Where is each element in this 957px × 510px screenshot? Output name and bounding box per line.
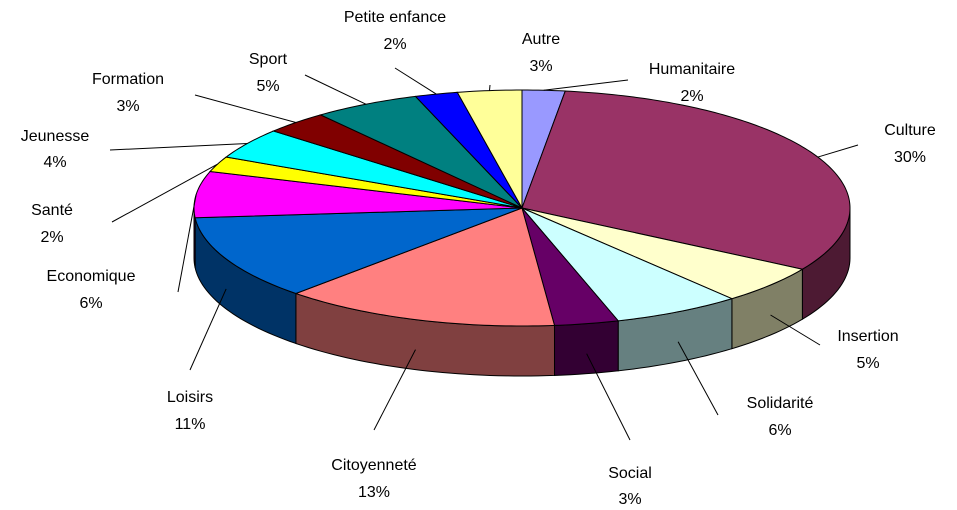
slice-label: Petite enfance — [344, 9, 446, 26]
slice-label: Culture — [884, 122, 936, 139]
leader-line — [394, 67, 437, 95]
leader-line — [586, 353, 631, 441]
slice-side — [553, 320, 619, 376]
slice-label: Humanitaire — [649, 61, 735, 78]
slice-value: 13% — [358, 484, 390, 501]
slice-value: 11% — [175, 416, 206, 433]
slice-label: Autre — [522, 31, 560, 48]
slice — [294, 207, 556, 327]
leader-line — [304, 74, 367, 105]
slice-value: 4% — [43, 154, 66, 171]
slice-label: Formation — [92, 71, 164, 88]
slice-label: Social — [608, 465, 652, 482]
slice-label: Solidarité — [747, 395, 814, 412]
slice-value: 2% — [383, 36, 406, 53]
slice-label: Loisirs — [167, 389, 213, 406]
slice — [521, 207, 620, 326]
leader-line — [177, 194, 197, 293]
slice-value: 5% — [256, 78, 279, 95]
slice-label: Citoyenneté — [331, 457, 416, 474]
slice-value: 3% — [116, 98, 139, 115]
slice — [521, 207, 804, 300]
leader-line — [543, 79, 629, 91]
slice-label: Sport — [249, 51, 288, 68]
leader-line — [189, 288, 227, 371]
slice-value: 6% — [768, 422, 791, 439]
slice — [194, 207, 523, 295]
slice-value: 6% — [79, 295, 102, 312]
pie-tops — [193, 89, 851, 327]
slice-value: 30% — [894, 149, 926, 166]
slice-value: 3% — [618, 491, 641, 508]
slice — [521, 207, 734, 322]
slice-label: Santé — [31, 202, 73, 219]
leader-line — [194, 94, 297, 124]
leader-line — [373, 349, 416, 431]
slice-label: Insertion — [837, 328, 898, 345]
slice-value: 2% — [40, 229, 63, 246]
leader-line — [111, 163, 218, 223]
leader-line — [677, 341, 719, 416]
leader-line — [109, 142, 248, 151]
leader-line — [817, 144, 859, 158]
slice-label: Jeunesse — [21, 128, 90, 145]
leader-line — [770, 314, 821, 346]
slice-value: 2% — [680, 88, 703, 105]
slice-label: Economique — [47, 268, 136, 285]
slice-value: 5% — [856, 355, 879, 372]
slice-value: 3% — [529, 58, 552, 75]
